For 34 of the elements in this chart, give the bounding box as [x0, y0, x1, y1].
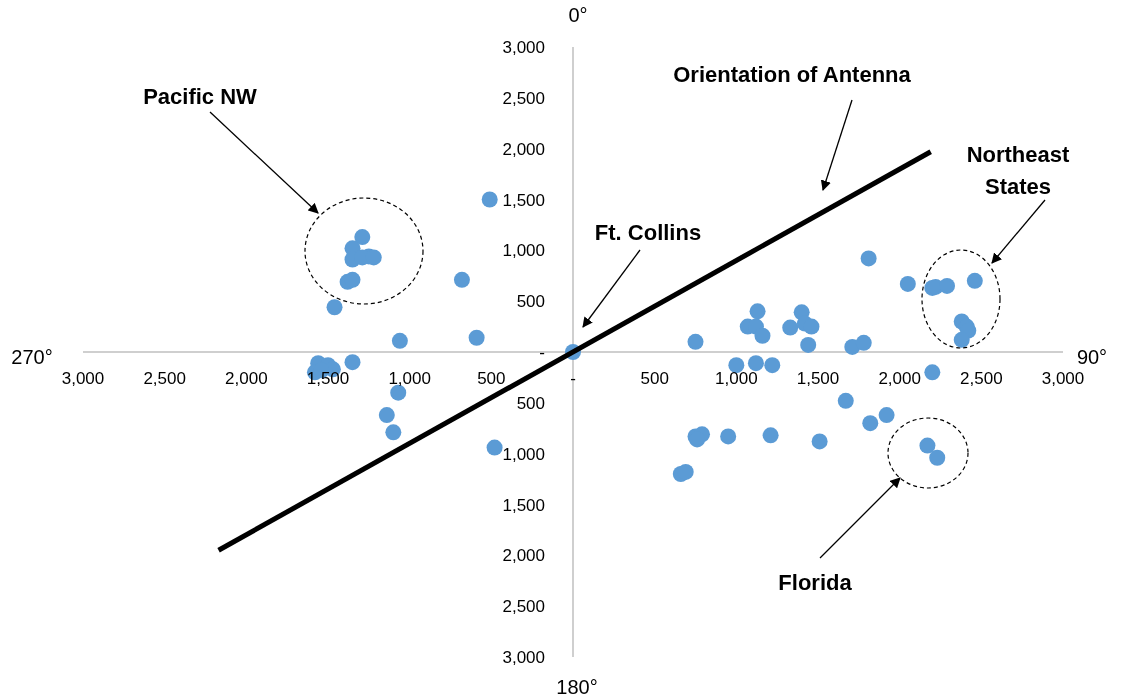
y-tick-label: 1,500: [502, 190, 545, 210]
y-tick-label: 3,000: [502, 648, 545, 667]
text: 90°: [1076, 346, 1108, 368]
x-tick-label: 2,500: [960, 369, 1003, 388]
x-tick-label: 1,500: [796, 369, 840, 388]
y-tick-label: 2,000: [502, 139, 545, 159]
x-tick-label: 2,500: [143, 369, 186, 388]
y-tick-label: 2,500: [502, 88, 545, 108]
x-tick-label: 2,000: [225, 369, 268, 388]
y-tick-label: 3,000: [502, 38, 545, 57]
x-tick-label: 3,000: [1041, 369, 1085, 388]
y-tick-label: 2,500: [502, 597, 545, 617]
text: 270°: [11, 346, 53, 368]
y-tick-label: 1,000: [502, 241, 545, 261]
x-tick-label: 3,000: [61, 369, 105, 388]
y-tick-label: 1,000: [502, 444, 545, 464]
annotation: Pacific NW: [143, 84, 258, 109]
x-tick-label: 1,000: [388, 369, 431, 388]
x-tick-label: 500: [640, 369, 669, 388]
annotation: Northeast States: [966, 142, 1071, 199]
annotation: Orientation of Antenna: [673, 62, 912, 87]
y-tick-label: 500: [516, 292, 545, 312]
x-tick-label: -: [570, 369, 576, 388]
y-tick-label: 2,000: [502, 546, 545, 566]
x-tick-label: 2,000: [878, 369, 921, 388]
x-tick-label: 1,000: [715, 369, 758, 388]
annotation: Ft. Collins: [594, 220, 702, 245]
text: 0°: [568, 4, 588, 26]
y-tick-label: 500: [516, 393, 545, 413]
text: 180°: [556, 676, 598, 698]
annotation: Florida: [778, 570, 853, 595]
y-tick-label: -: [539, 343, 545, 362]
x-tick-label: 500: [477, 369, 506, 388]
y-tick-label: 1,500: [502, 495, 545, 515]
